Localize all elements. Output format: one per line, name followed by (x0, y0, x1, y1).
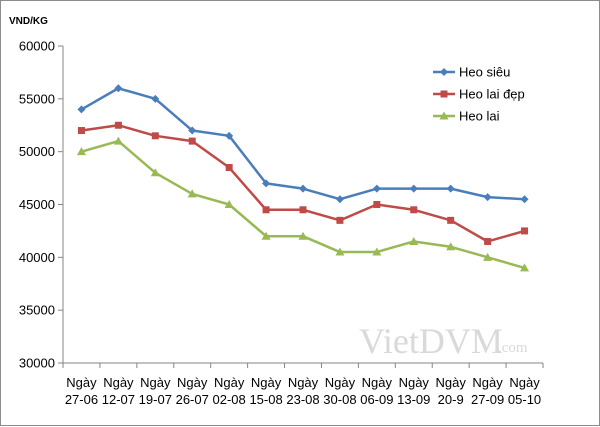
x-tick-label-line1: Ngày (399, 375, 430, 390)
x-tick-label-line2: 20-9 (438, 392, 464, 407)
data-point (76, 147, 86, 156)
x-tick-label-line2: 23-08 (286, 392, 319, 407)
x-tick-label-line2: 27-06 (65, 392, 98, 407)
data-point (188, 126, 197, 135)
data-point (77, 105, 86, 114)
y-tick-label: 55000 (19, 91, 55, 106)
x-tick-label-line2: 12-07 (102, 392, 135, 407)
series-layer (76, 84, 530, 272)
y-tick-label: 60000 (19, 39, 55, 54)
x-tick-label-line1: Ngày (140, 375, 171, 390)
data-point (520, 195, 529, 204)
x-tick-label-line1: Ngày (288, 375, 319, 390)
data-point (299, 184, 307, 193)
series-2 (77, 121, 529, 245)
data-point (261, 231, 271, 240)
series-line (81, 139, 525, 270)
x-tick-label-line2: 15-08 (249, 392, 282, 407)
watermark: VietDVM .com (359, 321, 528, 361)
data-point (483, 193, 492, 202)
y-tick-label: 50000 (19, 144, 55, 159)
data-point (151, 132, 159, 140)
y-tick-label: 40000 (19, 250, 55, 265)
data-point (299, 206, 307, 214)
x-tick-label-line2: 13-09 (397, 392, 430, 407)
legend-item: Heo siêu (433, 65, 510, 80)
y-axis-unit-label: VND/KG (9, 16, 48, 27)
data-point (409, 236, 419, 245)
data-point (225, 131, 234, 140)
watermark-suffix: .com (498, 340, 528, 356)
x-tick-label-line1: Ngày (509, 375, 540, 390)
data-point (520, 263, 530, 272)
data-point (447, 216, 455, 224)
y-tick-label: 30000 (19, 356, 55, 371)
y-axis-ticks: 30000 35000 40000 45000 50000 55000 60000 (19, 39, 63, 371)
y-tick-label: 35000 (19, 303, 55, 318)
legend-label: Heo lai đẹp (459, 87, 525, 102)
x-tick-label-line1: Ngày (214, 375, 245, 390)
y-tick-label: 45000 (19, 197, 55, 212)
data-point (521, 227, 529, 235)
data-point (335, 195, 344, 204)
data-point (483, 252, 493, 261)
legend: Heo siêu Heo lai đẹp Heo lai (433, 65, 525, 124)
data-point (446, 242, 456, 251)
x-tick-label-line1: Ngày (362, 375, 393, 390)
series-3 (76, 136, 530, 272)
data-point (298, 231, 308, 240)
watermark-text: VietDVM (359, 321, 503, 361)
data-point (409, 184, 418, 193)
x-tick-label-line2: 30-08 (323, 392, 356, 407)
series-line (80, 87, 525, 201)
legend-swatch-marker (440, 90, 448, 98)
x-tick-label-line2: 05-10 (508, 392, 541, 407)
x-tick-label-line1: Ngày (177, 375, 208, 390)
x-axis-ticks: Ngày 27-06 Ngày 12-07 Ngày 19-07 Ngày 26-07 Ngày… (62, 363, 544, 407)
x-tick-label-line2: 06-09 (360, 392, 393, 407)
data-point (262, 179, 271, 188)
data-point (77, 127, 85, 135)
data-point (372, 184, 381, 193)
x-tick-label-line1: Ngày (251, 375, 282, 390)
data-point (335, 247, 345, 256)
data-point (262, 206, 270, 214)
data-point (373, 201, 381, 208)
data-point (410, 206, 418, 214)
data-point (114, 84, 123, 93)
legend-swatch-marker (440, 68, 448, 76)
series-1 (77, 84, 529, 204)
x-tick-label-line2: 26-07 (176, 392, 209, 407)
data-point (150, 168, 160, 177)
data-point (484, 237, 492, 245)
data-point (224, 200, 234, 208)
data-point (114, 121, 122, 129)
data-point (113, 136, 123, 145)
x-tick-label-line1: Ngày (103, 375, 134, 390)
x-tick-label-line2: 02-08 (213, 392, 246, 407)
series-line (81, 124, 525, 243)
data-point (188, 137, 196, 145)
x-tick-label-line2: 27-09 (471, 392, 504, 407)
legend-label: Heo siêu (459, 65, 510, 80)
x-tick-label-line2: 19-07 (139, 392, 172, 407)
legend-label: Heo lai (459, 109, 500, 124)
x-tick-label-line1: Ngày (66, 375, 97, 390)
data-point (372, 247, 382, 256)
legend-swatch-marker (439, 111, 449, 120)
data-point (225, 164, 233, 172)
x-tick-label-line1: Ngày (436, 375, 467, 390)
data-point (151, 94, 160, 103)
x-tick-label-line1: Ngày (472, 375, 503, 390)
legend-item: Heo lai (433, 109, 500, 124)
data-point (336, 216, 344, 224)
data-point (446, 184, 455, 193)
legend-item: Heo lai đẹp (433, 87, 525, 102)
data-point (187, 189, 197, 198)
x-tick-label-line1: Ngày (325, 375, 356, 390)
